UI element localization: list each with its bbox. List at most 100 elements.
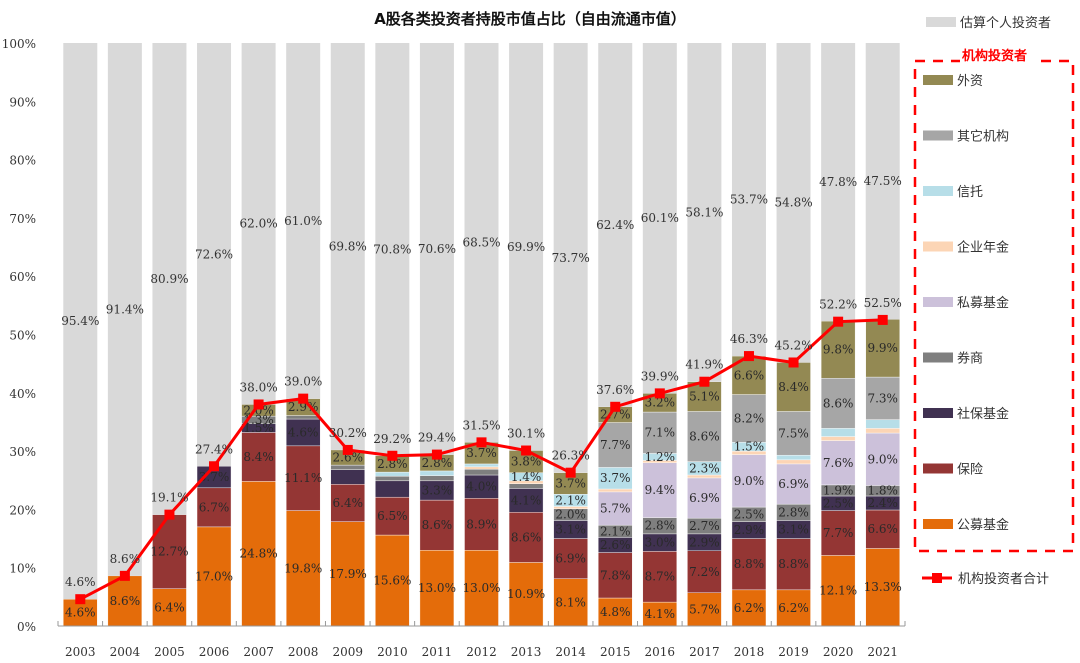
x-tick-label: 2021 xyxy=(867,645,898,659)
x-tick-label: 2005 xyxy=(154,645,185,659)
bar-segment xyxy=(286,43,321,399)
data-label: 6.9% xyxy=(778,477,809,491)
bar-stack-2021 xyxy=(865,43,900,627)
bar-segment xyxy=(598,488,633,493)
data-label: 6.9% xyxy=(689,491,720,505)
total-line-marker xyxy=(298,393,309,404)
data-label: 2.1% xyxy=(555,493,586,507)
legend-group-title: 机构投资者 xyxy=(962,48,1027,64)
data-label: 6.2% xyxy=(734,601,765,615)
bar-segment xyxy=(820,440,856,486)
bar-segment xyxy=(865,509,900,549)
bar-segment xyxy=(464,466,499,470)
data-label: 1.5% xyxy=(243,421,274,435)
total-line-marker xyxy=(565,467,576,478)
data-label: 15.6% xyxy=(373,574,411,588)
data-label: 8.6% xyxy=(511,530,542,544)
legend-swatch xyxy=(923,186,953,196)
data-label: 3.0% xyxy=(645,536,676,550)
data-label: 8.8% xyxy=(778,557,809,571)
data-label: 68.5% xyxy=(462,236,500,250)
total-label: 8.6% xyxy=(110,552,141,566)
bar-segment xyxy=(330,484,365,522)
bar-stack-2017 xyxy=(687,43,722,627)
data-label: 4.0% xyxy=(466,480,497,494)
y-tick-label: 90% xyxy=(9,95,36,109)
data-label: 1.5% xyxy=(734,440,765,454)
legend-line-marker xyxy=(932,573,942,583)
legend-swatch xyxy=(923,297,953,307)
data-label: 5.1% xyxy=(689,390,720,404)
x-tick-label: 2008 xyxy=(288,645,319,659)
data-label: 2.5% xyxy=(734,507,765,521)
data-label: 62.4% xyxy=(596,218,634,232)
data-label: 2.3% xyxy=(689,461,720,475)
bar-segment xyxy=(865,432,900,486)
x-tick-label: 2017 xyxy=(689,645,720,659)
data-label: 8.9% xyxy=(466,517,497,531)
x-tick-label: 2015 xyxy=(600,645,631,659)
data-label: 80.9% xyxy=(150,272,188,286)
legend-swatch xyxy=(923,75,953,85)
bar-stack-2007 xyxy=(241,43,276,627)
data-label: 2.8% xyxy=(377,457,408,471)
bar-segment xyxy=(419,499,455,551)
bar-segment xyxy=(375,475,410,482)
y-tick-label: 20% xyxy=(9,503,36,517)
total-line-marker xyxy=(877,314,888,325)
bar-segment xyxy=(776,411,811,456)
data-label: 70.6% xyxy=(418,242,456,256)
total-label: 27.4% xyxy=(195,442,233,456)
bar-segment xyxy=(776,454,811,461)
data-label: 95.4% xyxy=(61,314,99,328)
y-tick-label: 40% xyxy=(9,387,36,401)
data-label: 6.7% xyxy=(199,500,230,514)
bar-segment xyxy=(464,468,499,476)
data-label: 12.1% xyxy=(819,584,857,598)
bar-segment xyxy=(152,43,187,515)
legend-group-title-bg xyxy=(960,48,1040,64)
legend-swatch xyxy=(923,519,953,529)
legend-label: 信托 xyxy=(957,185,983,200)
bar-segment xyxy=(642,551,678,603)
data-label: 1.4% xyxy=(511,470,542,484)
bar-segment xyxy=(598,43,633,407)
data-label: 60.1% xyxy=(641,211,679,225)
data-label: 2.9% xyxy=(689,535,720,549)
data-label: 47.8% xyxy=(819,175,857,189)
bar-segment xyxy=(865,43,900,320)
data-label: 6.2% xyxy=(778,601,809,615)
total-label: 37.6% xyxy=(596,383,634,397)
bar-segment xyxy=(196,487,232,528)
bar-stack-2005 xyxy=(152,43,187,627)
data-label: 2.4% xyxy=(867,496,898,510)
data-label: 6.6% xyxy=(734,368,765,382)
data-label: 4.1% xyxy=(645,607,676,621)
data-label: 54.8% xyxy=(774,196,812,210)
bar-segment xyxy=(820,555,856,627)
data-label: 8.6% xyxy=(422,518,453,532)
bar-segment xyxy=(330,469,365,485)
bar-stack-2003 xyxy=(63,43,98,627)
data-label: 11.1% xyxy=(284,471,322,485)
y-tick-label: 30% xyxy=(9,445,36,459)
data-label: 2.5% xyxy=(823,496,854,510)
x-tick-label: 2009 xyxy=(332,645,363,659)
bar-segment xyxy=(553,538,588,579)
total-line-marker xyxy=(209,461,220,472)
total-label: 29.2% xyxy=(373,432,411,446)
total-label: 41.9% xyxy=(685,358,723,372)
legend-swatch-individual xyxy=(926,17,956,27)
data-label: 1.8% xyxy=(867,484,898,498)
bar-segment xyxy=(865,376,900,420)
bar-segment xyxy=(776,463,811,505)
total-line-marker xyxy=(342,444,353,455)
data-label: 7.6% xyxy=(823,456,854,470)
x-tick-label: 2018 xyxy=(734,645,765,659)
bar-segment xyxy=(553,43,588,473)
bar-segment xyxy=(419,550,455,627)
bar-segment xyxy=(598,491,633,526)
x-tick-label: 2006 xyxy=(199,645,230,659)
data-label: 6.6% xyxy=(867,522,898,536)
bar-stack-2009 xyxy=(330,43,365,627)
